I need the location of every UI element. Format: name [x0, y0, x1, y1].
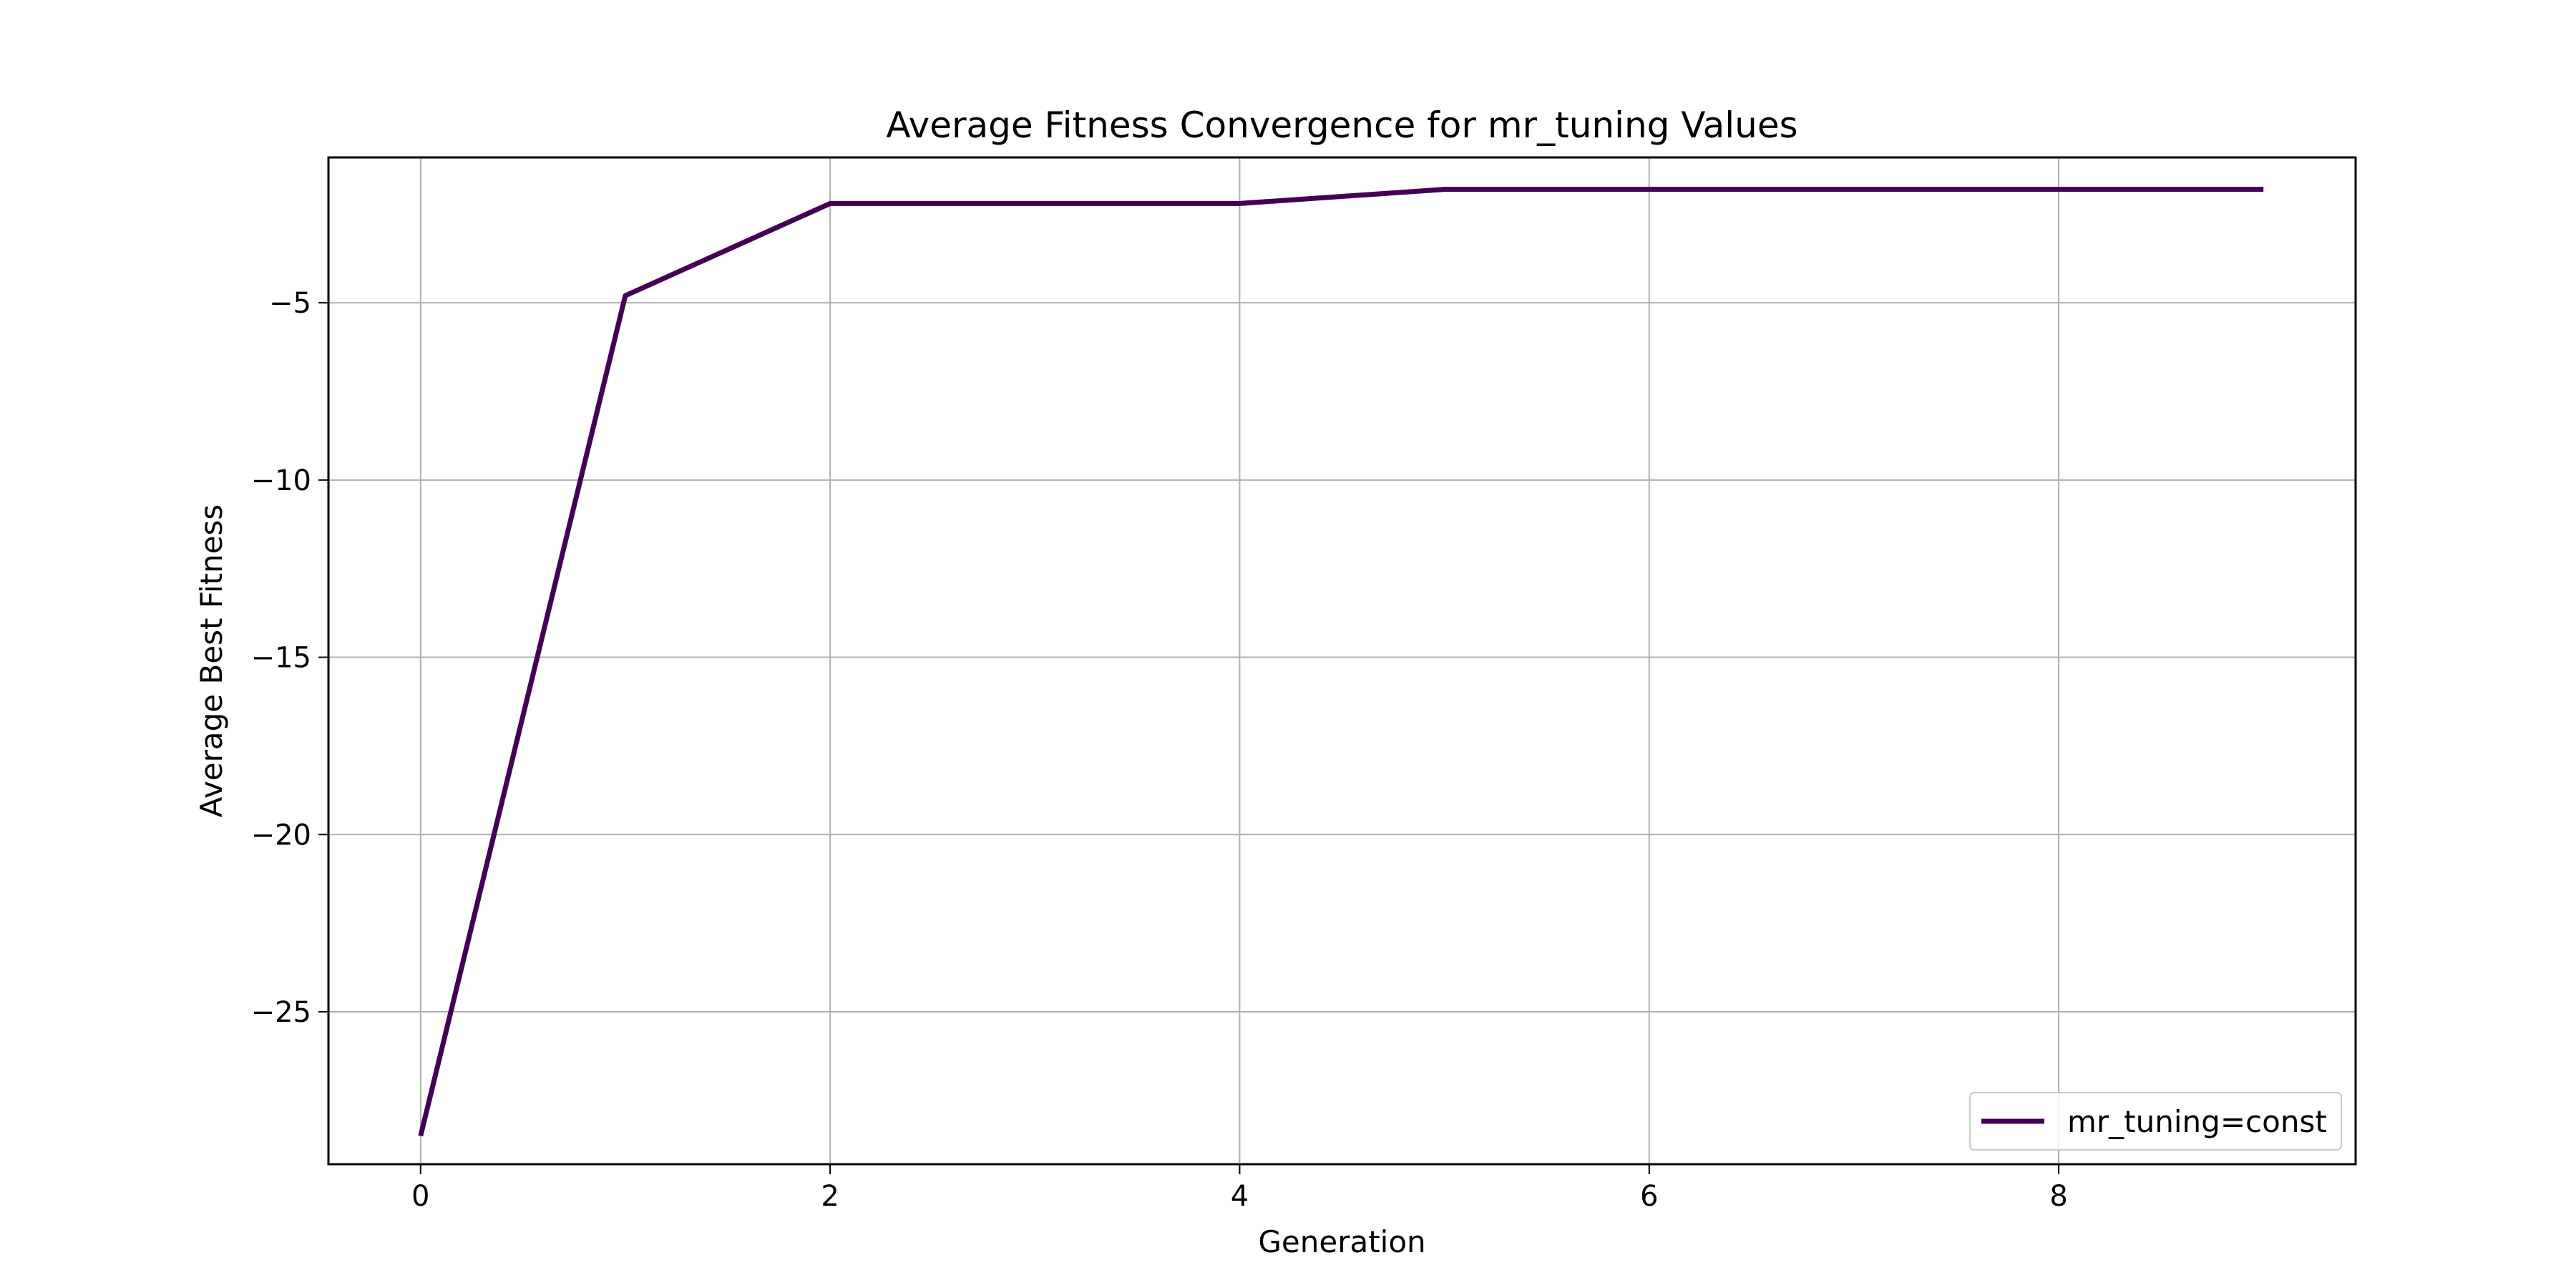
- x-tick-label: 6: [1640, 1180, 1658, 1213]
- series-layer: [418, 187, 2264, 1137]
- y-tick-label: −15: [251, 642, 311, 675]
- y-tick-label: −25: [251, 996, 311, 1029]
- x-tick-label: 0: [411, 1180, 429, 1213]
- x-axis-ticks: 0 2 4 6 8: [411, 1164, 2068, 1213]
- x-axis-label: Generation: [1258, 1224, 1425, 1259]
- y-tick-label: −5: [269, 287, 311, 320]
- legend: mr_tuning=const: [1969, 1092, 2342, 1151]
- x-tick-label: 2: [821, 1180, 839, 1213]
- grid: [328, 157, 2356, 1164]
- series-line: [418, 187, 2264, 1137]
- y-tick-label: −20: [251, 819, 311, 852]
- legend-box: [1969, 1092, 2342, 1151]
- x-tick-label: 4: [1231, 1180, 1249, 1213]
- legend-label: mr_tuning=const: [2067, 1104, 2327, 1139]
- y-axis-ticks: −25 −20 −15 −10 −5: [251, 287, 328, 1029]
- y-tick-label: −10: [251, 464, 311, 497]
- chart-title: Average Fitness Convergence for mr_tunin…: [886, 104, 1797, 146]
- plot-area-frame: [327, 156, 2357, 1166]
- y-axis-label: Average Best Fitness: [194, 504, 229, 818]
- x-tick-label: 8: [2049, 1180, 2067, 1213]
